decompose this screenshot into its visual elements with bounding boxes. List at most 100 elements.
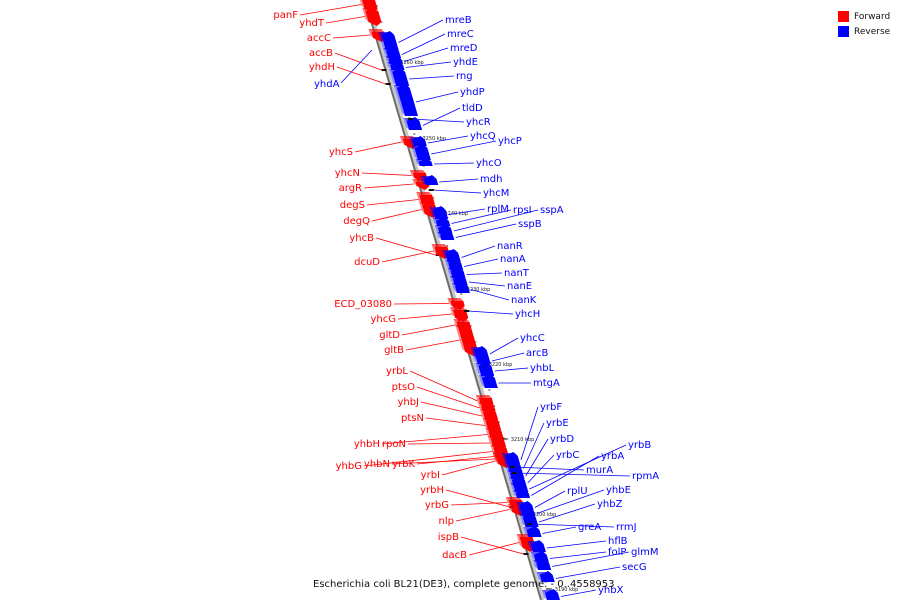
gene-yhbL[interactable] bbox=[475, 362, 495, 376]
gene-yhcO[interactable] bbox=[415, 158, 433, 166]
gene-label-yrbE[interactable]: yrbE bbox=[546, 418, 569, 429]
gene-mtgA[interactable] bbox=[478, 374, 498, 388]
gene-label-rpmA[interactable]: rpmA bbox=[632, 471, 659, 482]
gene-label-greA[interactable]: greA bbox=[578, 522, 601, 533]
gene-ispB[interactable] bbox=[523, 553, 529, 555]
gene-label-ECD_03080[interactable]: ECD_03080 bbox=[334, 299, 392, 310]
gene-label-gltD[interactable]: gltD bbox=[379, 330, 400, 341]
gene-label-folP[interactable]: folP bbox=[608, 547, 626, 558]
gene-mdh[interactable] bbox=[420, 175, 439, 185]
gene-yrbA[interactable] bbox=[512, 489, 531, 498]
gene-label-nanA[interactable]: nanA bbox=[500, 254, 526, 265]
gene-label-accC[interactable]: accC bbox=[307, 33, 331, 44]
gene-label-tldD[interactable]: tldD bbox=[462, 103, 483, 114]
gene-label-yhcM[interactable]: yhcM bbox=[483, 188, 509, 199]
gene-label-rpsI[interactable]: rpsI bbox=[513, 205, 532, 216]
gene-label-dacB[interactable]: dacB bbox=[442, 550, 467, 561]
gene-label-murA[interactable]: murA bbox=[586, 465, 613, 476]
gene-label-nlp[interactable]: nlp bbox=[439, 516, 454, 527]
gene-label-yrbK[interactable]: yrbK bbox=[392, 459, 415, 470]
gene-label-yhdT[interactable]: yhdT bbox=[299, 18, 325, 29]
gene-label-glmM[interactable]: glmM bbox=[631, 547, 659, 558]
gene-rplM[interactable] bbox=[429, 206, 449, 219]
gene-label-hflB[interactable]: hflB bbox=[608, 536, 628, 547]
gene-label-mreD[interactable]: mreD bbox=[450, 43, 478, 54]
gene-yhcR[interactable] bbox=[407, 118, 413, 120]
gene-label-rplM[interactable]: rplM bbox=[487, 204, 509, 215]
gene-label-yrbA[interactable]: yrbA bbox=[601, 451, 624, 462]
gene-label-yhdA[interactable]: yhdA bbox=[314, 79, 340, 90]
gene-label-yhbX[interactable]: yhbX bbox=[598, 585, 624, 596]
gene-glmM[interactable] bbox=[533, 559, 552, 570]
gene-yhdE[interactable] bbox=[387, 61, 405, 70]
gene-label-mtgA[interactable]: mtgA bbox=[533, 378, 560, 389]
gene-greA[interactable] bbox=[523, 526, 542, 537]
gene-label-yhbN[interactable]: yhbN bbox=[364, 459, 390, 470]
gene-tldD[interactable] bbox=[403, 117, 423, 130]
gene-label-yrbH[interactable]: yrbH bbox=[420, 485, 444, 496]
gene-label-yhdH[interactable]: yhdH bbox=[309, 62, 335, 73]
gene-label-yhcN[interactable]: yhcN bbox=[335, 168, 360, 179]
gene-rrmJ[interactable] bbox=[526, 523, 532, 525]
gene-label-mreC[interactable]: mreC bbox=[447, 29, 474, 40]
legend-item-reverse[interactable]: Reverse bbox=[838, 24, 890, 39]
gene-label-yhcG[interactable]: yhcG bbox=[370, 314, 396, 325]
gene-label-gltB[interactable]: gltB bbox=[384, 345, 404, 356]
gene-yhdP[interactable] bbox=[393, 84, 419, 116]
gene-label-nanR[interactable]: nanR bbox=[497, 241, 523, 252]
gene-label-yhbE[interactable]: yhbE bbox=[606, 485, 631, 496]
gene-label-rplU[interactable]: rplU bbox=[567, 486, 588, 497]
gene-label-yhbJ[interactable]: yhbJ bbox=[397, 397, 419, 408]
gene-label-yhcR[interactable]: yhcR bbox=[466, 117, 491, 128]
gene-label-yrbG[interactable]: yrbG bbox=[425, 500, 449, 511]
gene-murA[interactable] bbox=[509, 466, 515, 468]
gene-label-secG[interactable]: secG bbox=[622, 562, 647, 573]
gene-label-yhbG[interactable]: yhbG bbox=[336, 461, 362, 472]
gene-label-arcB[interactable]: arcB bbox=[526, 348, 549, 359]
gene-label-yhbZ[interactable]: yhbZ bbox=[597, 499, 623, 510]
gene-nanK[interactable] bbox=[451, 282, 470, 293]
gene-label-rrmJ[interactable]: rrmJ bbox=[616, 522, 637, 533]
gene-label-ptsN[interactable]: ptsN bbox=[401, 413, 424, 424]
gene-label-yhbH[interactable]: yhbH bbox=[354, 439, 380, 450]
gene-rpmA[interactable] bbox=[511, 472, 517, 474]
gene-label-mdh[interactable]: mdh bbox=[480, 174, 502, 185]
gene-label-yrbC[interactable]: yrbC bbox=[556, 450, 579, 461]
gene-label-rpoN[interactable]: rpoN bbox=[382, 439, 406, 450]
gene-label-yhdP[interactable]: yhdP bbox=[460, 87, 485, 98]
gene-label-rng[interactable]: rng bbox=[456, 71, 473, 82]
gene-yhcM[interactable] bbox=[428, 189, 434, 191]
gene-label-yhbL[interactable]: yhbL bbox=[530, 363, 555, 374]
gene-hflB[interactable] bbox=[527, 540, 546, 552]
gene-label-nanE[interactable]: nanE bbox=[507, 281, 532, 292]
gene-yhdH[interactable] bbox=[385, 83, 391, 85]
gene-label-yrbL[interactable]: yrbL bbox=[386, 366, 408, 377]
gene-yhcP[interactable] bbox=[411, 144, 431, 160]
legend-item-forward[interactable]: Forward bbox=[838, 9, 890, 24]
gene-yhcH[interactable] bbox=[464, 310, 470, 312]
gene-yhbZ[interactable] bbox=[519, 513, 539, 527]
gene-label-mreB[interactable]: mreB bbox=[445, 15, 472, 26]
gene-accB[interactable] bbox=[381, 69, 387, 71]
gene-label-yhcO[interactable]: yhcO bbox=[476, 158, 502, 169]
gene-yhdT[interactable] bbox=[362, 8, 382, 26]
gene-mreB[interactable] bbox=[378, 31, 399, 50]
gene-label-yhcQ[interactable]: yhcQ bbox=[470, 131, 496, 142]
gene-label-nanT[interactable]: nanT bbox=[504, 268, 530, 279]
gene-label-yhcS[interactable]: yhcS bbox=[329, 147, 353, 158]
gene-label-degS[interactable]: degS bbox=[340, 200, 365, 211]
gene-label-yhcB[interactable]: yhcB bbox=[349, 233, 374, 244]
gene-label-yrbB[interactable]: yrbB bbox=[628, 440, 651, 451]
gene-label-yrbI[interactable]: yrbI bbox=[421, 470, 440, 481]
gene-label-sspB[interactable]: sspB bbox=[518, 219, 542, 230]
gene-label-sspA[interactable]: sspA bbox=[540, 205, 564, 216]
gene-rng[interactable] bbox=[389, 68, 410, 86]
gene-label-accB[interactable]: accB bbox=[309, 48, 333, 59]
gene-label-ptsO[interactable]: ptsO bbox=[392, 382, 415, 393]
gene-label-yhcP[interactable]: yhcP bbox=[498, 136, 522, 147]
gene-label-yhcC[interactable]: yhcC bbox=[520, 333, 545, 344]
gene-label-ispB[interactable]: ispB bbox=[438, 532, 459, 543]
gene-label-yhdE[interactable]: yhdE bbox=[453, 57, 478, 68]
gene-sspB[interactable] bbox=[436, 231, 455, 240]
gene-label-panF[interactable]: panF bbox=[273, 10, 298, 21]
